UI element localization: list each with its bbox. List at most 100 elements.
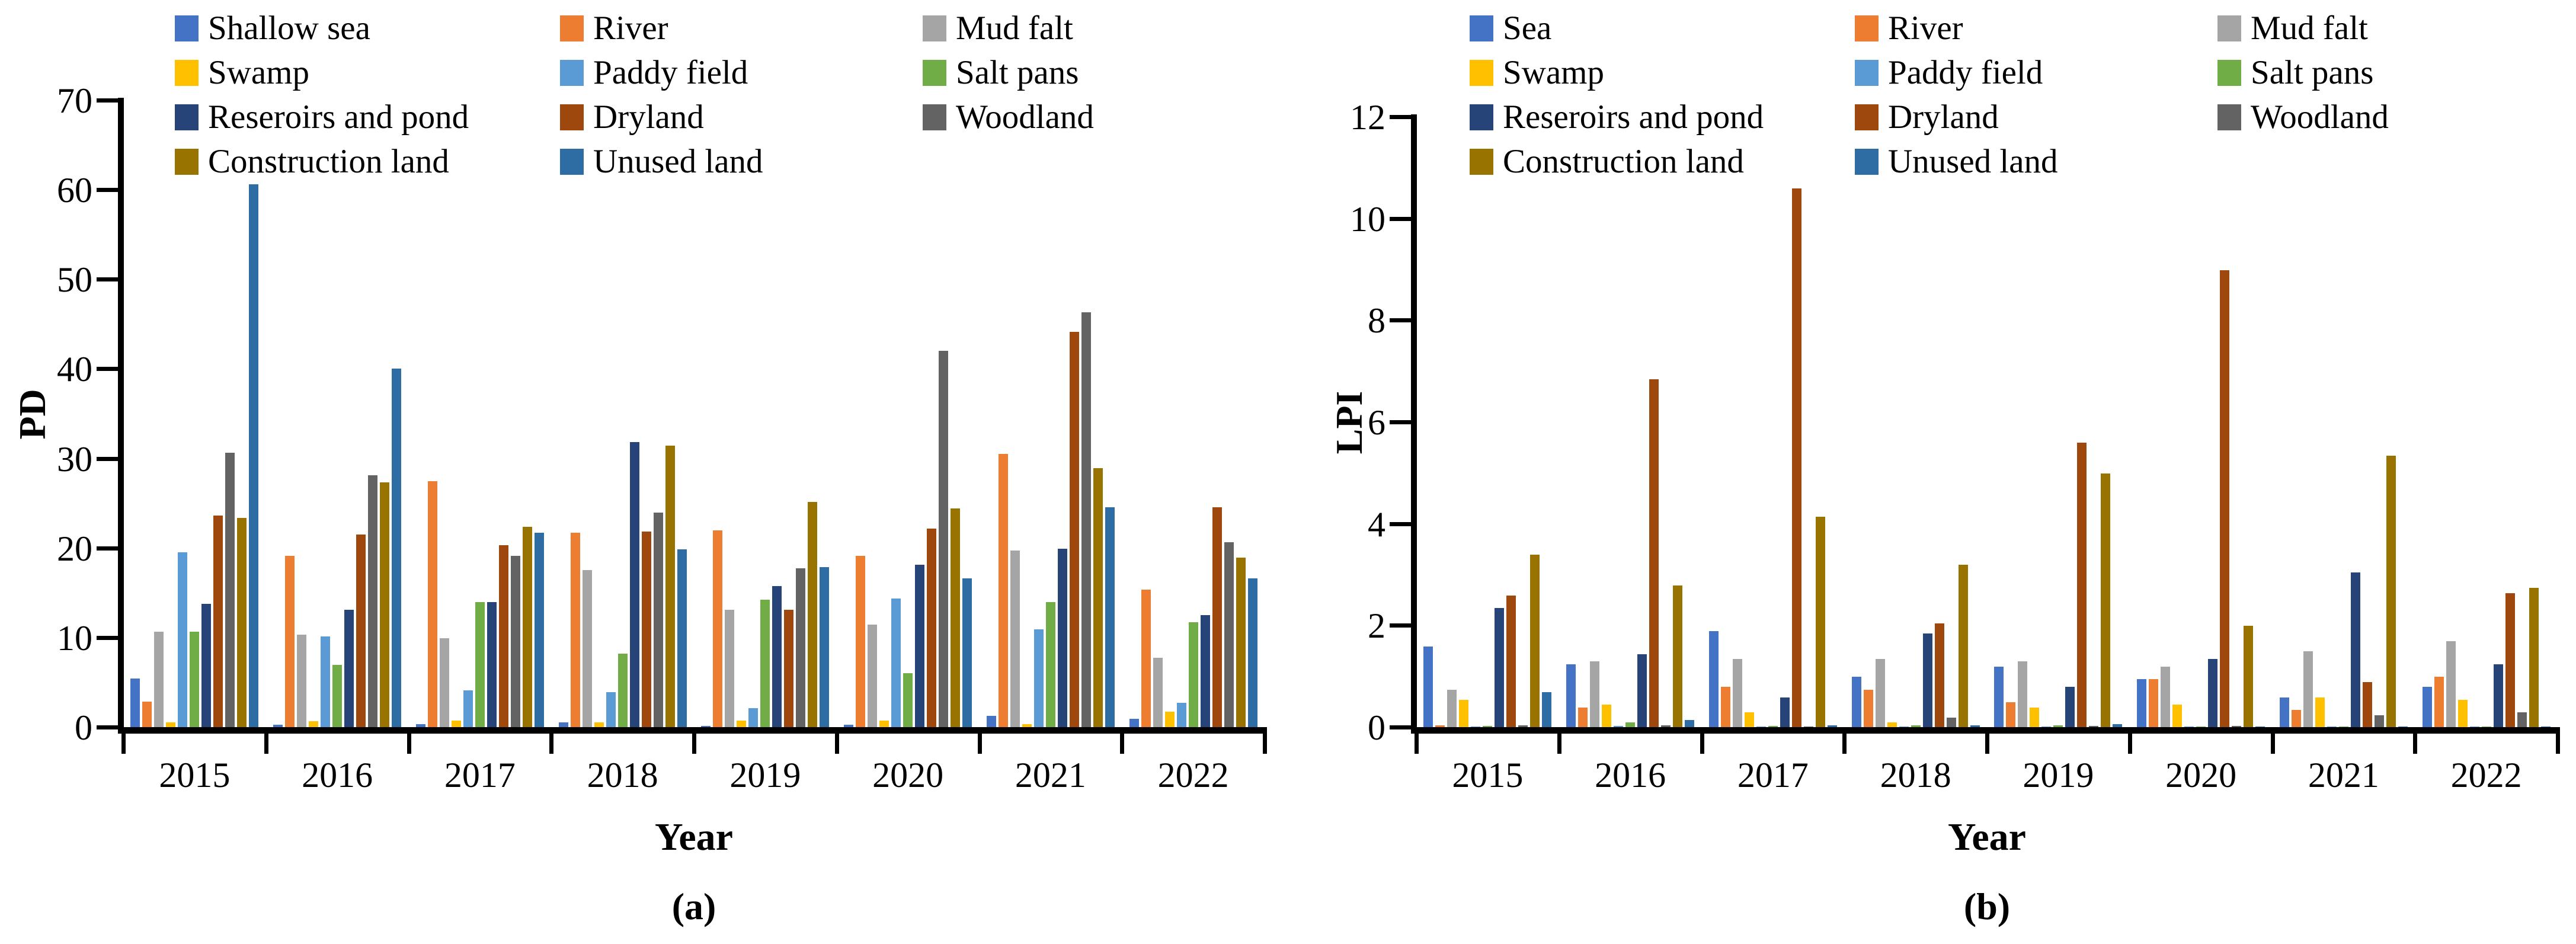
legend-item-swamp: Swamp [175,55,560,91]
bar-river-2019 [713,530,723,728]
bar-mud-falt-2016 [297,634,307,728]
bar-group-2018 [1844,117,1987,728]
x-tick-label-2016: 2016 [302,756,373,795]
bar-construction-land-2017 [522,527,532,728]
bar-mud-falt-2017 [439,638,449,728]
bar-mud-falt-2022 [2446,641,2456,728]
bar-group-2017 [409,101,552,728]
y-tick-label-50: 50 [57,260,92,300]
bar-construction-land-2020 [951,508,961,728]
legend-label-dryland: Dryland [1888,98,1999,136]
legend-swatch-mud-falt [923,15,946,41]
bar-unused-land-2022 [1247,578,1257,728]
bar-group-2022 [2415,117,2558,728]
bar-woodland-2018 [1946,717,1956,728]
legend-swatch-construction-land [1470,149,1493,175]
bar-reseroirs-and-pond-2017 [487,602,497,728]
legend-swatch-unused-land [1855,149,1879,175]
bar-group-2016 [266,101,409,728]
bar-swamp-2021 [2315,697,2325,728]
legend-swatch-salt-pans [2217,60,2241,86]
legend-item-dryland: Dryland [560,100,923,135]
bar-reseroirs-and-pond-2021 [1057,548,1067,728]
x-tick-label-2020: 2020 [872,756,944,795]
x-tick-mark [2127,734,2132,754]
legend-label-reseroirs-and-pond: Reseroirs and pond [208,98,469,136]
bars-layer-a [123,101,1265,728]
x-tick-label-2021: 2021 [2308,756,2379,795]
y-tick-mark [97,546,118,551]
bar-dryland-2018 [1934,623,1944,728]
y-tick-mark [1390,623,1411,628]
bar-swamp-2016 [309,721,319,728]
legend-label-paddy-field: Paddy field [593,54,748,91]
bar-mud-falt-2019 [2018,661,2028,728]
bar-woodland-2019 [796,568,806,728]
legend-swatch-dryland [560,104,584,130]
bar-river-2019 [2006,702,2016,728]
x-tick-mark [407,734,411,754]
bar-river-2021 [2291,709,2301,728]
bar-woodland-2022 [1224,542,1234,728]
bar-swamp-2020 [2172,705,2183,728]
y-tick-label-20: 20 [57,529,92,568]
bar-construction-land-2022 [1236,557,1246,728]
y-tick-mark [97,725,118,729]
legend-label-reseroirs-and-pond: Reseroirs and pond [1503,98,1764,136]
bar-unused-land-2015 [249,184,259,728]
legend-swatch-woodland [2217,104,2241,130]
bar-paddy-field-2019 [748,708,759,728]
bar-reseroirs-and-pond-2016 [1637,654,1647,728]
legend-item-woodland: Woodland [2217,100,2389,135]
legend-item-woodland: Woodland [923,100,1094,135]
bar-reseroirs-and-pond-2015 [201,604,212,728]
legend-label-woodland: Woodland [956,98,1094,136]
y-tick-labels-a: 0 10 20 30 40 50 60 70 [0,83,92,745]
bar-unused-land-2017 [1827,725,1837,728]
bar-paddy-field-2018 [606,692,616,728]
legend-swatch-paddy-field [560,60,584,86]
bar-river-2020 [856,555,866,728]
legend-item-salt-pans: Salt pans [923,55,1094,91]
legend-label-mud-falt: Mud falt [2251,9,2368,47]
bar-dryland-2015 [1506,595,1516,728]
bar-woodland-2017 [510,555,520,728]
legend-label-river: River [1888,9,1963,47]
bar-woodland-2016 [368,475,378,728]
bar-reseroirs-and-pond-2022 [1200,615,1210,728]
bar-construction-land-2015 [237,518,247,728]
bar-sea-2021 [2279,697,2289,728]
legend-item-dryland: Dryland [1855,100,2217,135]
x-tick-mark [2556,734,2560,754]
legend-swatch-salt-pans [923,60,946,86]
legend-item-mud-falt: Mud falt [2217,11,2389,46]
bar-paddy-field-2021 [1033,629,1044,728]
legend-swatch-mud-falt [2217,15,2241,41]
x-tick-label-2019: 2019 [2023,756,2094,795]
bar-river-2022 [1141,590,1151,728]
x-tick-label-2021: 2021 [1015,756,1086,795]
bar-swamp-2015 [1459,699,1469,728]
x-tick-mark [264,734,268,754]
bar-mud-falt-2020 [2161,667,2171,728]
bar-swamp-2019 [737,720,747,728]
legend-item-shallow-sea: Shallow sea [175,11,560,46]
y-tick-label-6: 6 [1368,403,1385,442]
bar-river-2018 [1863,689,1873,728]
bars-layer-b [1416,117,2558,728]
bar-woodland-2015 [1518,725,1528,728]
y-tick-mark [97,367,118,372]
bar-swamp-2019 [2030,707,2040,728]
legend-label-woodland: Woodland [2251,98,2389,136]
bar-mud-falt-2022 [1153,658,1163,728]
y-tick-label-0: 0 [75,708,92,747]
bar-dryland-2016 [1649,379,1659,728]
bar-construction-land-2015 [1530,555,1540,728]
legend-item-paddy-field: Paddy field [560,55,923,91]
x-tick-mark [1985,734,1989,754]
bar-construction-land-2016 [1673,585,1683,728]
bar-swamp-2021 [1022,724,1032,728]
y-tick-labels-b: 0 2 4 6 8 10 12 [1289,100,1385,745]
bar-unused-land-2015 [1542,692,1552,728]
bar-salt-pans-2016 [1625,722,1636,728]
